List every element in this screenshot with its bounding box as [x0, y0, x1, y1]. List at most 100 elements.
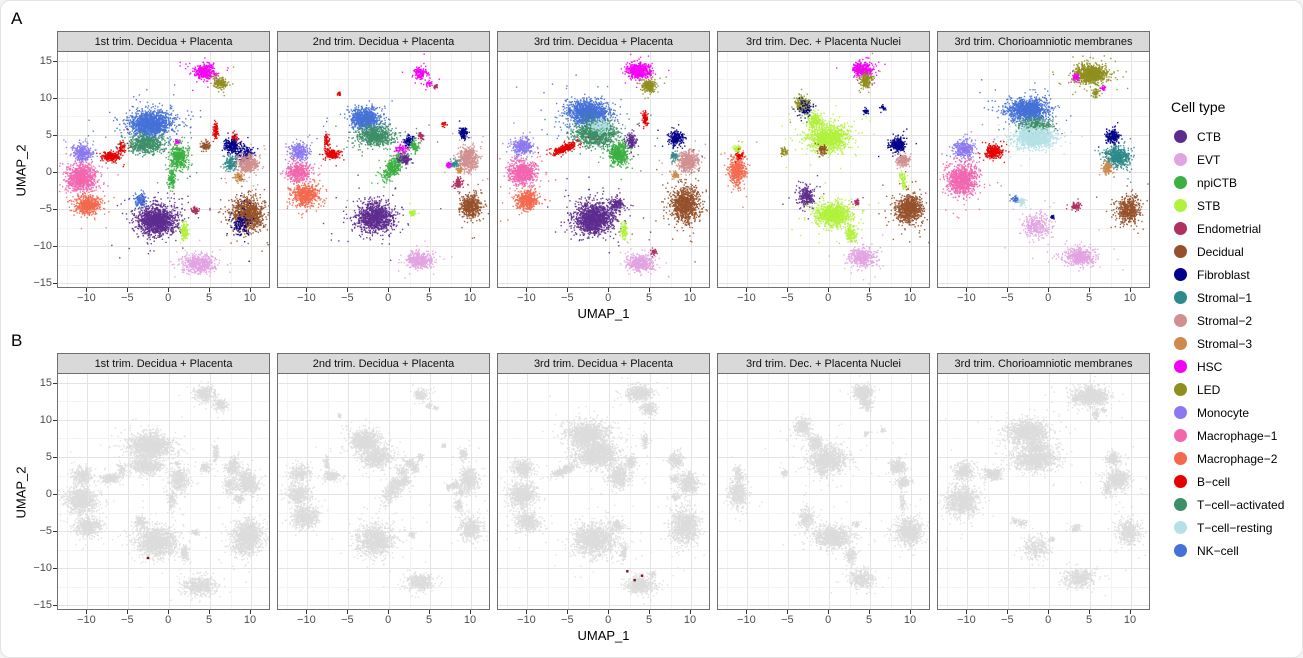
x-axis-ticks: −10 −5 0 5 10	[57, 288, 270, 305]
x-tick-mark	[388, 610, 390, 614]
x-tick-mark	[388, 288, 390, 292]
legend-item: Macrophage−2	[1171, 447, 1301, 470]
umap-panel-a-3: 3rd trim. Decidua + Placenta −10 −5 0 5 10	[497, 31, 710, 305]
legend-swatch	[1174, 291, 1187, 304]
x-tick-mark	[86, 288, 88, 292]
panel-title: 3rd trim. Decidua + Placenta	[497, 31, 710, 52]
legend-item: B−cell	[1171, 470, 1301, 493]
y-tick-label: −10	[33, 562, 52, 575]
x-tick-mark	[567, 610, 569, 614]
legend-swatch	[1174, 176, 1187, 189]
legend-item-label: Stromal−1	[1197, 290, 1253, 305]
umap-scatter-canvas	[498, 374, 709, 609]
y-tick-mark	[53, 531, 57, 533]
x-tick-label: −10	[77, 292, 96, 304]
plot-area	[57, 52, 270, 288]
x-tick-mark	[1089, 610, 1091, 614]
legend-item: HSC	[1171, 355, 1301, 378]
plot-area	[717, 52, 930, 288]
x-tick-mark	[690, 610, 691, 614]
panels-strip: 1st trim. Decidua + Placenta −10 −5 0 5 10 2nd…	[57, 31, 1150, 305]
x-tick-label: −5	[561, 292, 574, 304]
x-axis-ticks: −10 −5 0 5 10	[497, 610, 710, 627]
panel-title: 3rd trim. Dec. + Placenta Nuclei	[717, 31, 930, 52]
umap-scatter-canvas	[58, 52, 269, 287]
x-tick-label: 10	[243, 292, 257, 304]
umap-panel-a-1: 1st trim. Decidua + Placenta −10 −5 0 5 10	[57, 31, 270, 305]
x-tick-label: −5	[121, 614, 134, 626]
x-tick-mark	[306, 610, 308, 614]
plot-area	[277, 52, 490, 288]
x-tick-mark	[347, 288, 349, 292]
x-tick-label: 0	[825, 292, 832, 304]
y-axis-ticks: 15 10 5 0 −5 −10 −15	[33, 52, 57, 289]
legend-item-label: Stromal−3	[1197, 336, 1253, 351]
x-tick-mark	[966, 610, 968, 614]
umap-scatter-canvas	[498, 52, 709, 287]
x-tick-label: 0	[825, 614, 832, 626]
x-tick-label: 5	[866, 614, 873, 626]
x-tick-label: 5	[866, 292, 873, 304]
x-tick-label: −5	[781, 292, 794, 304]
x-tick-mark	[608, 610, 610, 614]
x-tick-mark	[429, 288, 431, 292]
x-tick-label: 10	[683, 614, 697, 626]
x-tick-mark	[869, 288, 871, 292]
y-tick-mark	[53, 283, 57, 285]
legend-item: Stromal−1	[1171, 286, 1301, 309]
x-tick-mark	[787, 610, 789, 614]
legend-item-label: Endometrial	[1197, 221, 1262, 236]
y-tick-label: 0	[45, 166, 52, 179]
umap-panel-a-5: 3rd trim. Chorioamniotic membranes −10 −5 0…	[937, 31, 1150, 305]
legend-title: Cell type	[1171, 99, 1226, 115]
panel-row-a: A UMAP_2 15 10 5 0 −5 −10 −15 1st trim. Decidua +…	[9, 9, 1159, 321]
x-tick-label: 5	[206, 292, 213, 304]
y-tick-mark	[53, 246, 57, 248]
x-tick-label: 5	[426, 614, 433, 626]
x-tick-mark	[828, 610, 830, 614]
umap-panel-a-4: 3rd trim. Dec. + Placenta Nuclei −10 −5 0 5 1…	[717, 31, 930, 305]
legend-item-label: Decidual	[1197, 244, 1244, 259]
umap-scatter-canvas	[938, 52, 1149, 287]
y-tick-label: 5	[45, 129, 52, 142]
x-tick-label: 0	[1045, 292, 1052, 304]
umap-panel-a-2: 2nd trim. Decidua + Placenta −10 −5 0 5 10	[277, 31, 490, 305]
x-axis-ticks: −10 −5 0 5 10	[717, 288, 930, 305]
x-tick-label: 10	[1123, 292, 1137, 304]
x-tick-label: 10	[683, 292, 697, 304]
x-tick-label: 0	[165, 292, 172, 304]
x-tick-mark	[168, 610, 170, 614]
legend-swatch	[1174, 452, 1187, 465]
panel-title: 3rd trim. Chorioamniotic membranes	[937, 31, 1150, 52]
umap-panel-b-1: 1st trim. Decidua + Placenta −10 −5 0 5 10	[57, 353, 270, 627]
y-tick-mark	[53, 209, 57, 211]
y-axis-label: UMAP_2	[13, 144, 29, 197]
x-tick-mark	[1130, 610, 1131, 614]
x-tick-label: −5	[341, 614, 354, 626]
x-tick-label: −5	[1001, 292, 1014, 304]
y-tick-label: −10	[33, 240, 52, 253]
x-axis-label: UMAP_1	[577, 628, 630, 643]
x-tick-mark	[347, 610, 349, 614]
x-tick-label: 10	[903, 292, 917, 304]
x-tick-label: 0	[165, 614, 172, 626]
legend-item-label: T−cell−activated	[1197, 497, 1285, 512]
x-tick-label: −5	[561, 614, 574, 626]
x-tick-mark	[966, 288, 968, 292]
legend-item-label: NK−cell	[1197, 543, 1239, 558]
legend-swatch	[1174, 337, 1187, 350]
y-tick-label: 5	[45, 451, 52, 464]
x-tick-label: −10	[957, 614, 976, 626]
x-tick-label: 10	[463, 614, 477, 626]
x-tick-label: −10	[957, 292, 976, 304]
panel-title: 2nd trim. Decidua + Placenta	[277, 31, 490, 52]
legend-swatch	[1174, 383, 1187, 396]
x-tick-label: −10	[517, 614, 536, 626]
x-tick-mark	[1048, 288, 1050, 292]
x-tick-label: −10	[517, 292, 536, 304]
legend-item-label: Macrophage−1	[1197, 428, 1278, 443]
legend-item: Stromal−3	[1171, 332, 1301, 355]
plot-area	[497, 52, 710, 288]
x-tick-label: 10	[463, 292, 477, 304]
umap-scatter-canvas	[718, 374, 929, 609]
